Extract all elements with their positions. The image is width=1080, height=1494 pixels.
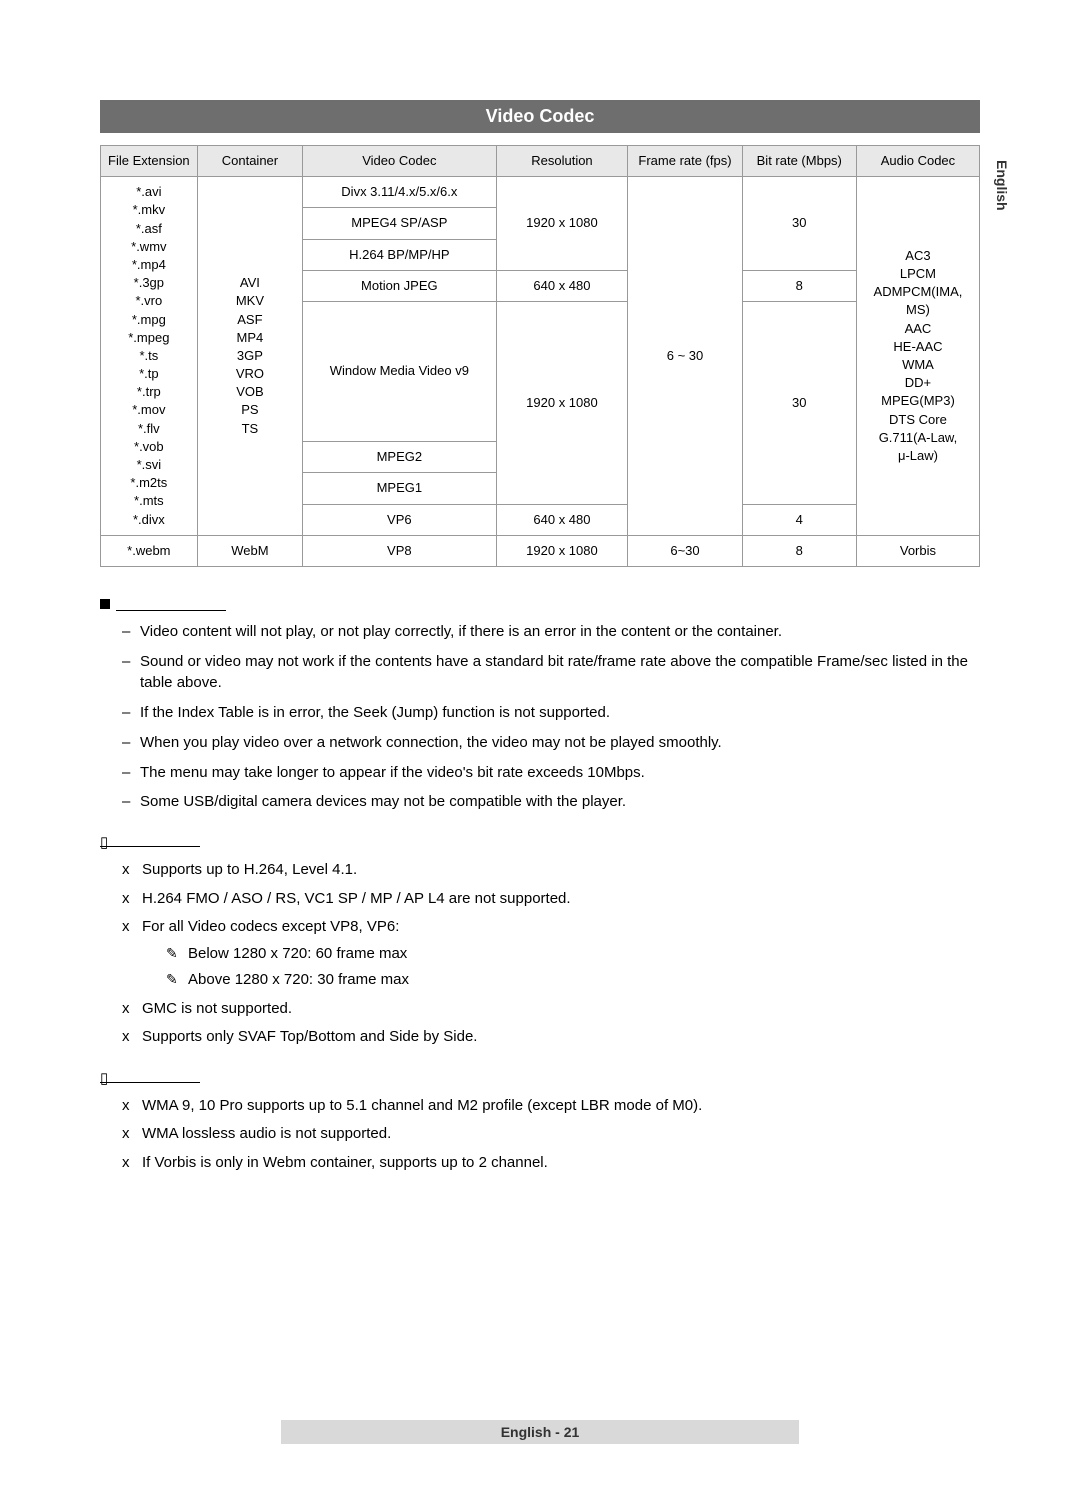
cell-webm-acodec: Vorbis — [856, 535, 979, 566]
limitations-list: Video content will not play, or not play… — [100, 621, 980, 813]
video-codec-table: File Extension Container Video Codec Res… — [100, 145, 980, 567]
audio-decoder-list: WMA 9, 10 Pro supports up to 5.1 channel… — [100, 1095, 980, 1175]
page-footer: English - 21 — [0, 1420, 1080, 1444]
limit-item: The menu may take longer to appear if th… — [122, 762, 980, 784]
cell-webm-res: 1920 x 1080 — [496, 535, 628, 566]
th-container: Container — [197, 146, 302, 177]
section-underline: ▯ — [100, 833, 200, 847]
decoder-item: For all Video codecs except VP8, VP6: Be… — [122, 916, 980, 992]
cell-bitrate-30-b: 30 — [742, 301, 856, 504]
cell-file-extensions: *.avi *.mkv *.asf *.wmv *.mp4 *.3gp *.vr… — [101, 177, 198, 536]
section-header: Video Codec — [100, 100, 980, 133]
cell-codec: MPEG1 — [303, 473, 496, 504]
section-underline — [116, 597, 226, 611]
cell-bitrate-4: 4 — [742, 504, 856, 535]
th-resolution: Resolution — [496, 146, 628, 177]
cell-bitrate-8-a: 8 — [742, 270, 856, 301]
limit-item: Video content will not play, or not play… — [122, 621, 980, 643]
decoder-item: Supports up to H.264, Level 4.1. — [122, 859, 980, 882]
video-decoder-section: ▯ Supports up to H.264, Level 4.1. H.264… — [100, 833, 980, 1049]
limit-item: If the Index Table is in error, the Seek… — [122, 702, 980, 724]
cell-bitrate-30-a: 30 — [742, 177, 856, 271]
cell-webm-container: WebM — [197, 535, 302, 566]
decoder-item: H.264 FMO / ASO / RS, VC1 SP / MP / AP L… — [122, 888, 980, 911]
decoder-item: WMA lossless audio is not supported. — [122, 1123, 980, 1146]
decoder-item-text: For all Video codecs except VP8, VP6: — [142, 918, 399, 935]
decoder-sub-item: Above 1280 x 720: 30 frame max — [166, 969, 980, 992]
cell-res-1080-b: 1920 x 1080 — [496, 301, 628, 504]
decoder-item: GMC is not supported. — [122, 998, 980, 1021]
cell-containers: AVI MKV ASF MP4 3GP VRO VOB PS TS — [197, 177, 302, 536]
section-underline: ▯ — [100, 1069, 200, 1083]
placeholder-icon: ▯ — [100, 834, 108, 851]
th-frame-rate: Frame rate (fps) — [628, 146, 742, 177]
decoder-item: WMA 9, 10 Pro supports up to 5.1 channel… — [122, 1095, 980, 1118]
cell-res-480-b: 640 x 480 — [496, 504, 628, 535]
th-audio-codec: Audio Codec — [856, 146, 979, 177]
cell-webm-bitrate: 8 — [742, 535, 856, 566]
cell-codec: H.264 BP/MP/HP — [303, 239, 496, 270]
placeholder-icon: ▯ — [100, 1070, 108, 1087]
cell-webm-vcodec: VP8 — [303, 535, 496, 566]
audio-decoder-section: ▯ WMA 9, 10 Pro supports up to 5.1 chann… — [100, 1069, 980, 1175]
decoder-item: Supports only SVAF Top/Bottom and Side b… — [122, 1026, 980, 1049]
cell-res-480-a: 640 x 480 — [496, 270, 628, 301]
square-bullet-icon — [100, 599, 110, 609]
cell-webm-fps: 6~30 — [628, 535, 742, 566]
decoder-sub-list: Below 1280 x 720: 60 frame max Above 128… — [142, 943, 980, 992]
cell-codec: VP6 — [303, 504, 496, 535]
limit-item: Sound or video may not work if the conte… — [122, 651, 980, 695]
page-number: English - 21 — [281, 1420, 800, 1444]
cell-codec: Motion JPEG — [303, 270, 496, 301]
side-language-tab: English — [994, 160, 1010, 211]
other-limitations-section: Video content will not play, or not play… — [100, 595, 980, 813]
cell-webm-ext: *.webm — [101, 535, 198, 566]
decoder-sub-item: Below 1280 x 720: 60 frame max — [166, 943, 980, 966]
cell-codec: Window Media Video v9 — [303, 301, 496, 441]
th-extension: File Extension — [101, 146, 198, 177]
th-bit-rate: Bit rate (Mbps) — [742, 146, 856, 177]
decoder-item: If Vorbis is only in Webm container, sup… — [122, 1152, 980, 1175]
limit-item: When you play video over a network conne… — [122, 732, 980, 754]
cell-codec: MPEG4 SP/ASP — [303, 208, 496, 239]
cell-codec: Divx 3.11/4.x/5.x/6.x — [303, 177, 496, 208]
cell-audio-codecs: AC3 LPCM ADMPCM(IMA, MS) AAC HE-AAC WMA … — [856, 177, 979, 536]
cell-fps-main: 6 ~ 30 — [628, 177, 742, 536]
cell-res-1080-a: 1920 x 1080 — [496, 177, 628, 271]
video-decoder-list: Supports up to H.264, Level 4.1. H.264 F… — [100, 859, 980, 1049]
limit-item: Some USB/digital camera devices may not … — [122, 791, 980, 813]
th-video-codec: Video Codec — [303, 146, 496, 177]
cell-codec: MPEG2 — [303, 442, 496, 473]
